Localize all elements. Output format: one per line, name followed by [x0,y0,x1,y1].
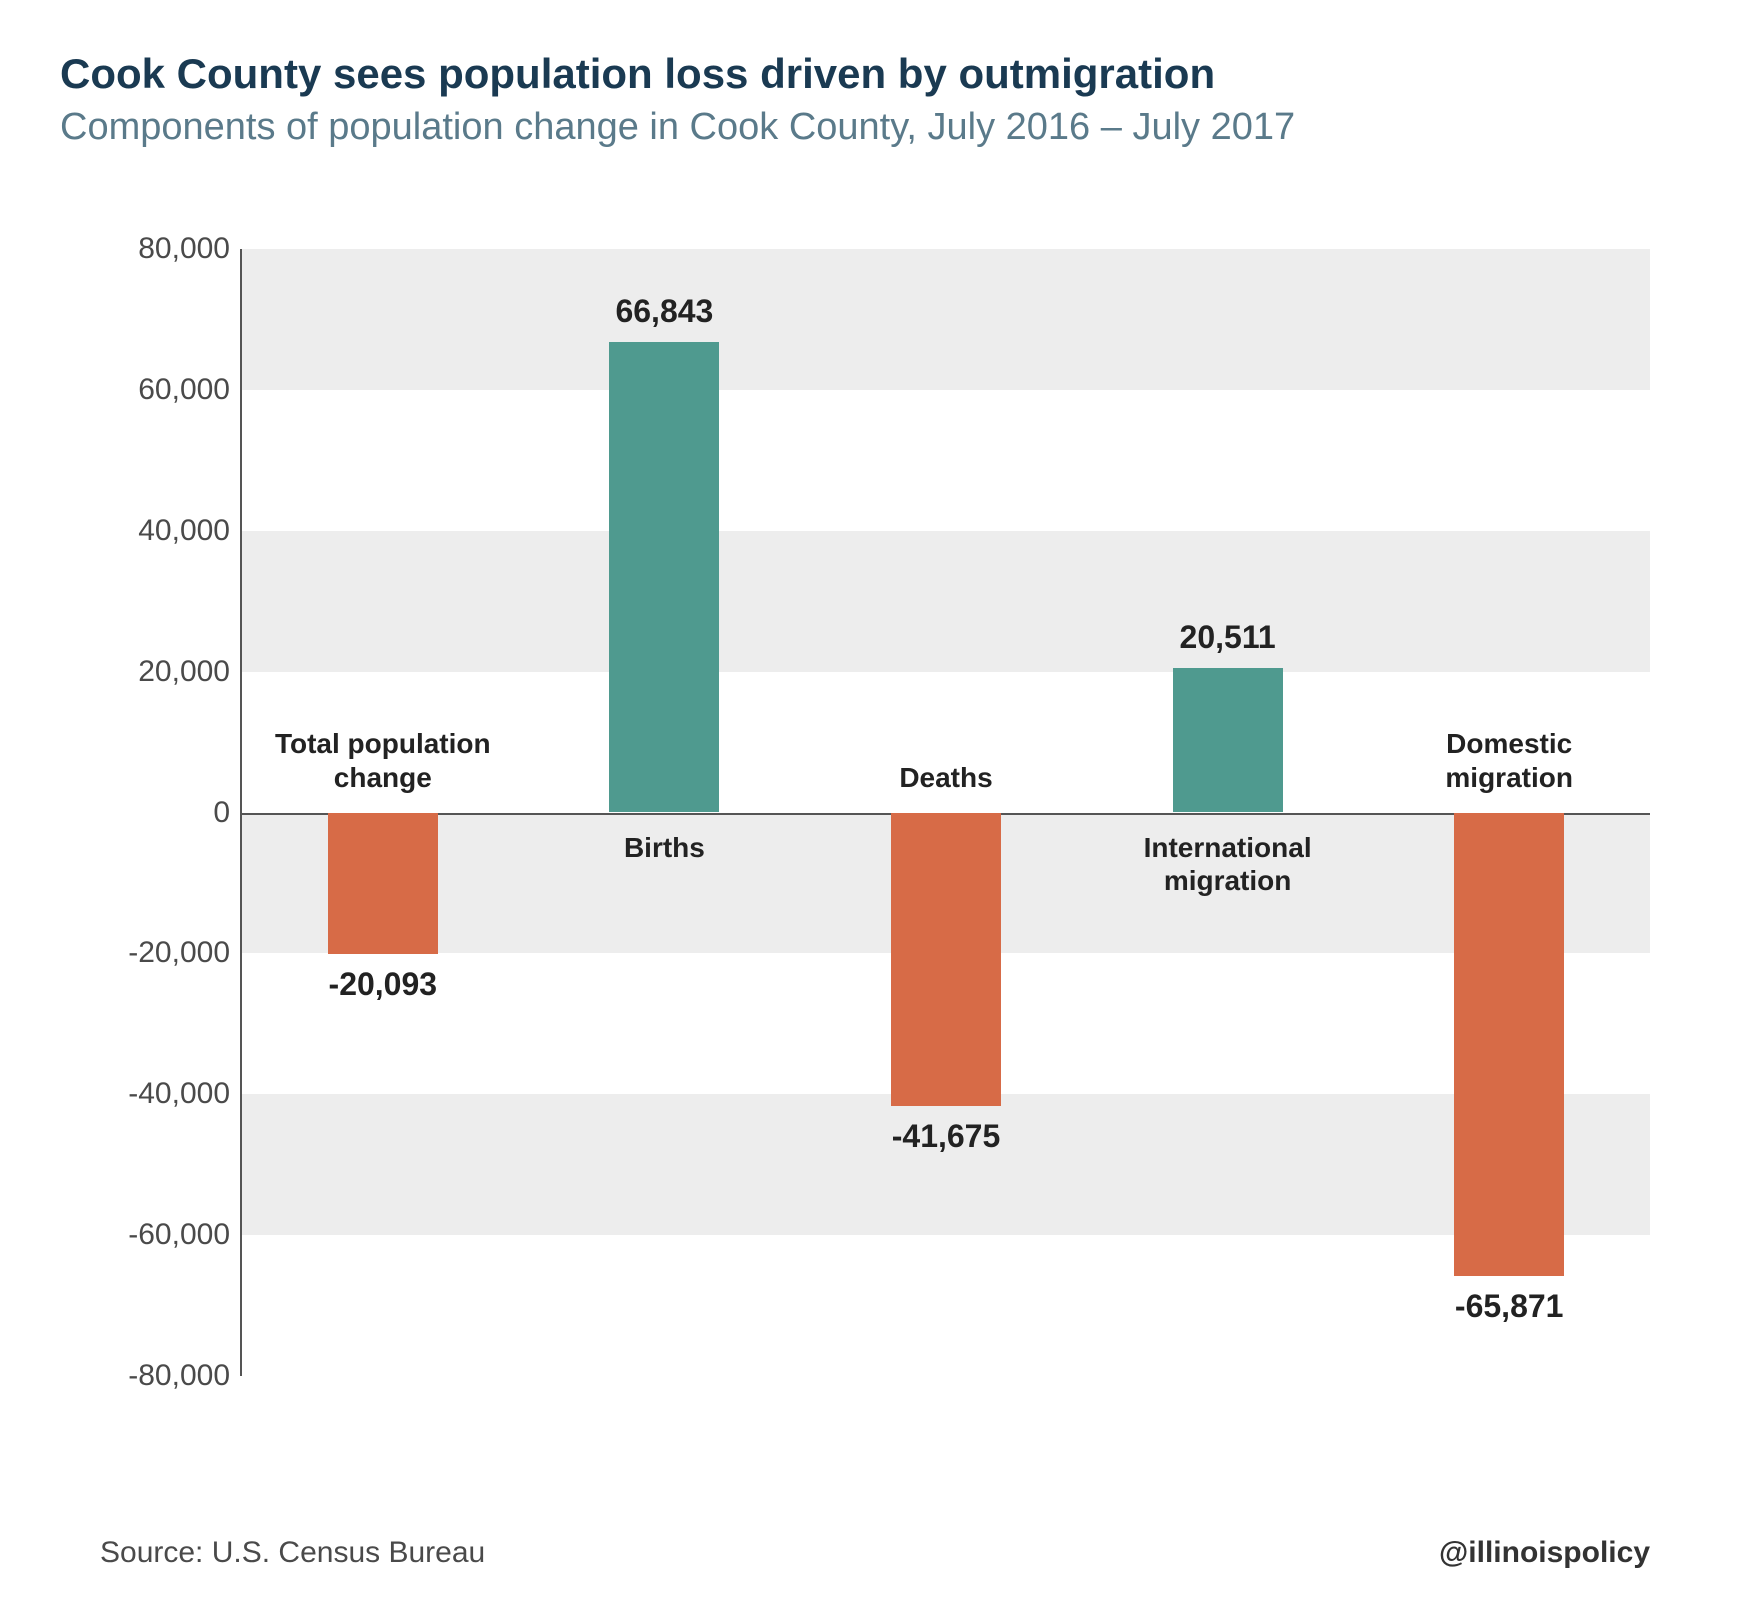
y-tick-label: -80,000 [128,1359,230,1393]
y-tick-label: 80,000 [138,232,230,266]
y-tick-label: 60,000 [138,373,230,407]
chart-footer: Source: U.S. Census Bureau @illinoispoli… [60,1536,1690,1570]
category-label: Deaths [816,761,1076,795]
y-tick-label: 0 [213,796,230,830]
category-label: Domesticmigration [1379,727,1639,794]
chart-title: Cook County sees population loss driven … [60,50,1690,98]
grid-band [242,249,1650,390]
source-text: Source: U.S. Census Bureau [100,1536,485,1570]
y-tick-label: -60,000 [128,1218,230,1252]
category-label: Total populationchange [253,727,513,794]
category-label: Births [534,831,794,865]
y-tick-label: 20,000 [138,655,230,689]
bar-value-label: -20,093 [329,966,438,1003]
chart-area: -80,000 -60,000 -40,000 -20,000 0 20,000 40,00… [100,249,1650,1496]
handle-text: @illinoispolicy [1439,1536,1650,1570]
bar-value-label: -41,675 [892,1118,1001,1155]
bar-value-label: 66,843 [615,293,713,330]
grid-band [242,531,1650,672]
category-label: Internationalmigration [1098,831,1358,898]
y-tick-label: -20,000 [128,936,230,970]
grid-band [242,1094,1650,1235]
bar-value-label: -65,871 [1455,1288,1564,1325]
bar [609,342,719,813]
bar [891,813,1001,1107]
bar [328,813,438,955]
chart-subtitle: Components of population change in Cook … [60,106,1690,149]
y-tick-label: -40,000 [128,1077,230,1111]
y-tick-label: 40,000 [138,514,230,548]
plot-region: -20,093 Total populationchange 66,843 Birth… [240,249,1650,1376]
bar-value-label: 20,511 [1180,619,1276,656]
bar [1454,813,1564,1277]
bar [1173,668,1283,812]
